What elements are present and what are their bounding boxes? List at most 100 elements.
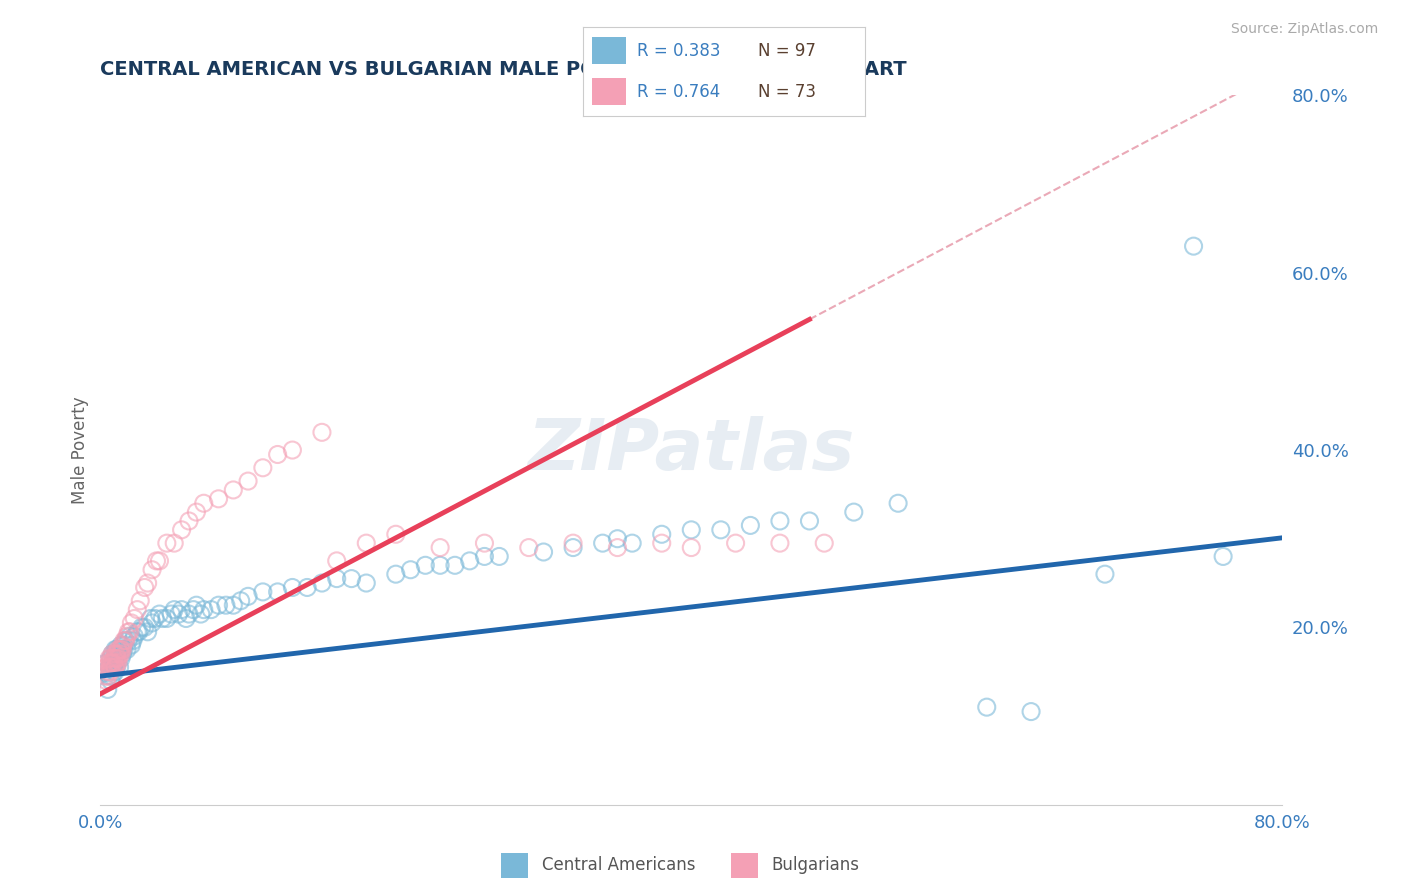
Point xyxy=(111,647,134,661)
Point xyxy=(170,523,193,537)
Point xyxy=(163,602,186,616)
Point xyxy=(385,567,408,582)
Text: CENTRAL AMERICAN VS BULGARIAN MALE POVERTY CORRELATION CHART: CENTRAL AMERICAN VS BULGARIAN MALE POVER… xyxy=(100,60,907,78)
Point xyxy=(98,651,121,665)
Point xyxy=(177,607,200,621)
Point xyxy=(121,633,143,648)
Point xyxy=(533,545,555,559)
Point xyxy=(134,581,156,595)
Point xyxy=(207,491,229,506)
Point xyxy=(101,647,124,661)
Point xyxy=(710,523,733,537)
Point xyxy=(887,496,910,510)
Point xyxy=(104,651,127,665)
Point xyxy=(111,642,134,657)
Text: Bulgarians: Bulgarians xyxy=(770,856,859,874)
Point xyxy=(104,660,127,674)
Point xyxy=(474,536,496,550)
Point xyxy=(429,541,451,555)
Point xyxy=(107,656,129,670)
Point xyxy=(724,536,747,550)
Point xyxy=(1212,549,1234,564)
Point xyxy=(100,656,122,670)
Point xyxy=(136,576,159,591)
Y-axis label: Male Poverty: Male Poverty xyxy=(72,396,89,504)
Point xyxy=(105,642,128,657)
Point xyxy=(105,656,128,670)
Point xyxy=(98,660,121,674)
Point xyxy=(117,624,139,639)
Point xyxy=(110,651,132,665)
Point xyxy=(105,647,128,661)
Point xyxy=(111,642,134,657)
Bar xyxy=(592,78,626,105)
Point xyxy=(112,638,135,652)
Point xyxy=(127,624,149,639)
Text: Source: ZipAtlas.com: Source: ZipAtlas.com xyxy=(1230,22,1378,37)
Text: ZIPatlas: ZIPatlas xyxy=(527,416,855,484)
Point xyxy=(97,665,120,679)
Point xyxy=(193,602,215,616)
Point xyxy=(107,642,129,657)
Point xyxy=(101,660,124,674)
Point xyxy=(152,611,174,625)
Point xyxy=(281,581,304,595)
Point xyxy=(236,474,259,488)
Point xyxy=(103,660,125,674)
Point xyxy=(177,514,200,528)
Point xyxy=(415,558,437,573)
Point xyxy=(215,598,238,612)
Point xyxy=(110,642,132,657)
Point xyxy=(488,549,510,564)
Point xyxy=(156,611,179,625)
Point xyxy=(163,536,186,550)
Point xyxy=(104,647,127,661)
Point xyxy=(107,647,129,661)
Text: Central Americans: Central Americans xyxy=(541,856,695,874)
Point xyxy=(562,541,585,555)
Point xyxy=(120,638,142,652)
Point xyxy=(100,651,122,665)
Point xyxy=(145,554,167,568)
Point xyxy=(105,651,128,665)
Point xyxy=(129,594,152,608)
Point xyxy=(104,642,127,657)
Point xyxy=(190,607,212,621)
Point xyxy=(127,602,149,616)
Point xyxy=(104,665,127,679)
Point xyxy=(101,656,124,670)
Point xyxy=(114,633,136,648)
Point xyxy=(94,665,117,679)
Point xyxy=(651,536,673,550)
Point xyxy=(606,532,628,546)
Point xyxy=(100,673,122,688)
Point xyxy=(474,549,496,564)
Point xyxy=(120,615,142,630)
Bar xyxy=(731,853,758,878)
Point xyxy=(103,651,125,665)
Point xyxy=(100,665,122,679)
Point xyxy=(186,598,208,612)
Point xyxy=(101,669,124,683)
Point xyxy=(115,629,138,643)
Point xyxy=(681,523,703,537)
Point xyxy=(592,536,614,550)
Point xyxy=(399,563,422,577)
Point xyxy=(222,598,245,612)
Point xyxy=(651,527,673,541)
Point xyxy=(108,660,131,674)
Point xyxy=(444,558,467,573)
Point xyxy=(96,660,118,674)
Point xyxy=(1182,239,1205,253)
Point xyxy=(174,611,197,625)
Point xyxy=(104,660,127,674)
Point xyxy=(200,602,222,616)
Point xyxy=(148,554,170,568)
Point xyxy=(606,541,628,555)
Point xyxy=(769,536,792,550)
Point xyxy=(98,656,121,670)
Point xyxy=(101,647,124,661)
Point xyxy=(104,651,127,665)
Point xyxy=(1019,705,1042,719)
Point xyxy=(167,607,190,621)
